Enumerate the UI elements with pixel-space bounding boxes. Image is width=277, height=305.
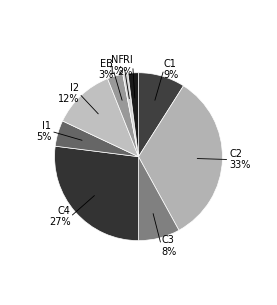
Wedge shape xyxy=(123,74,138,157)
Wedge shape xyxy=(128,73,138,157)
Text: I2
12%: I2 12% xyxy=(58,83,79,104)
Wedge shape xyxy=(55,146,138,241)
Text: C4
27%: C4 27% xyxy=(49,206,70,228)
Wedge shape xyxy=(55,121,138,157)
Text: C2
33%: C2 33% xyxy=(229,149,250,170)
Wedge shape xyxy=(63,79,138,157)
Text: C1
9%: C1 9% xyxy=(164,59,179,81)
Wedge shape xyxy=(107,74,138,157)
Text: C3
8%: C3 8% xyxy=(161,235,177,257)
Text: RI
2%: RI 2% xyxy=(117,56,133,77)
Text: EB
3%: EB 3% xyxy=(98,59,113,81)
Text: I1
5%: I1 5% xyxy=(36,120,52,142)
Wedge shape xyxy=(138,73,183,157)
Text: NF
1%: NF 1% xyxy=(109,55,124,76)
Wedge shape xyxy=(138,86,222,230)
Wedge shape xyxy=(138,157,179,241)
